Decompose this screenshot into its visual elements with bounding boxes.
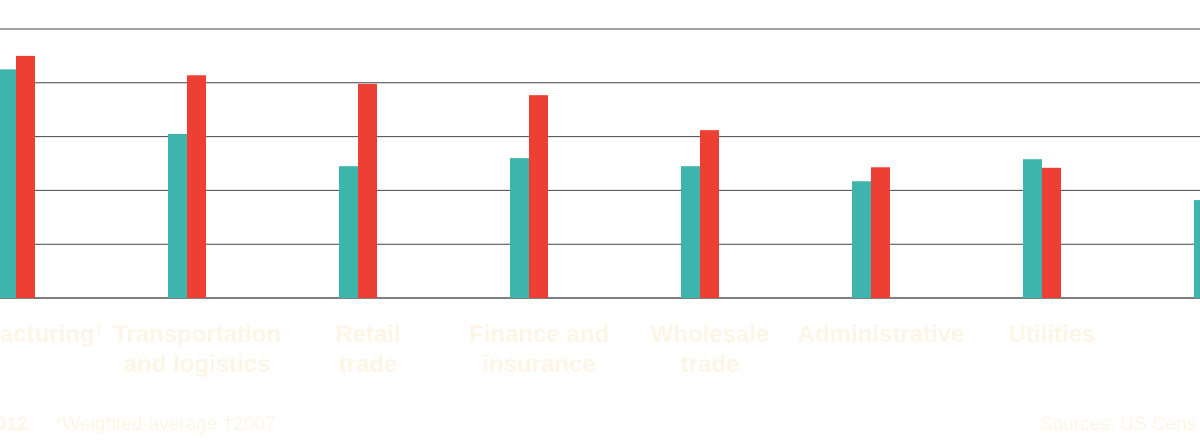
bar-series-2	[187, 75, 206, 298]
bar-series-2	[871, 167, 890, 298]
category-label: Utilities	[1009, 321, 1096, 348]
footer-footnote: *Weighted-average †2007	[55, 414, 275, 435]
category-label: Administrative	[798, 321, 965, 348]
bar-series-1	[1023, 159, 1042, 298]
category-label: Wholesale trade	[651, 321, 770, 378]
bar-series-2	[358, 83, 377, 298]
bars	[0, 55, 1200, 299]
bar-series-2	[700, 130, 719, 298]
bar-series-2	[16, 55, 35, 299]
category-label: Finance and insurance	[469, 321, 609, 378]
bar-series-1	[681, 166, 700, 298]
bar-series-1	[168, 133, 187, 298]
bar-series-1	[1194, 200, 1200, 298]
footer-code: 012	[0, 414, 28, 435]
footer-source: Sources: US Cens	[1040, 414, 1196, 435]
bar-series-1	[0, 69, 16, 298]
bar-series-1	[852, 181, 871, 298]
bar-series-1	[339, 166, 358, 298]
footer: 012 *Weighted-average †2007 Sources: US …	[0, 414, 1196, 435]
bar-series-2	[529, 95, 548, 298]
category-label: Manufacturing†	[0, 321, 103, 348]
bar-series-2	[1042, 167, 1061, 298]
category-label: Retail trade	[335, 321, 400, 378]
category-label: Transportation and logistics	[113, 321, 281, 378]
bar-series-1	[510, 158, 529, 298]
